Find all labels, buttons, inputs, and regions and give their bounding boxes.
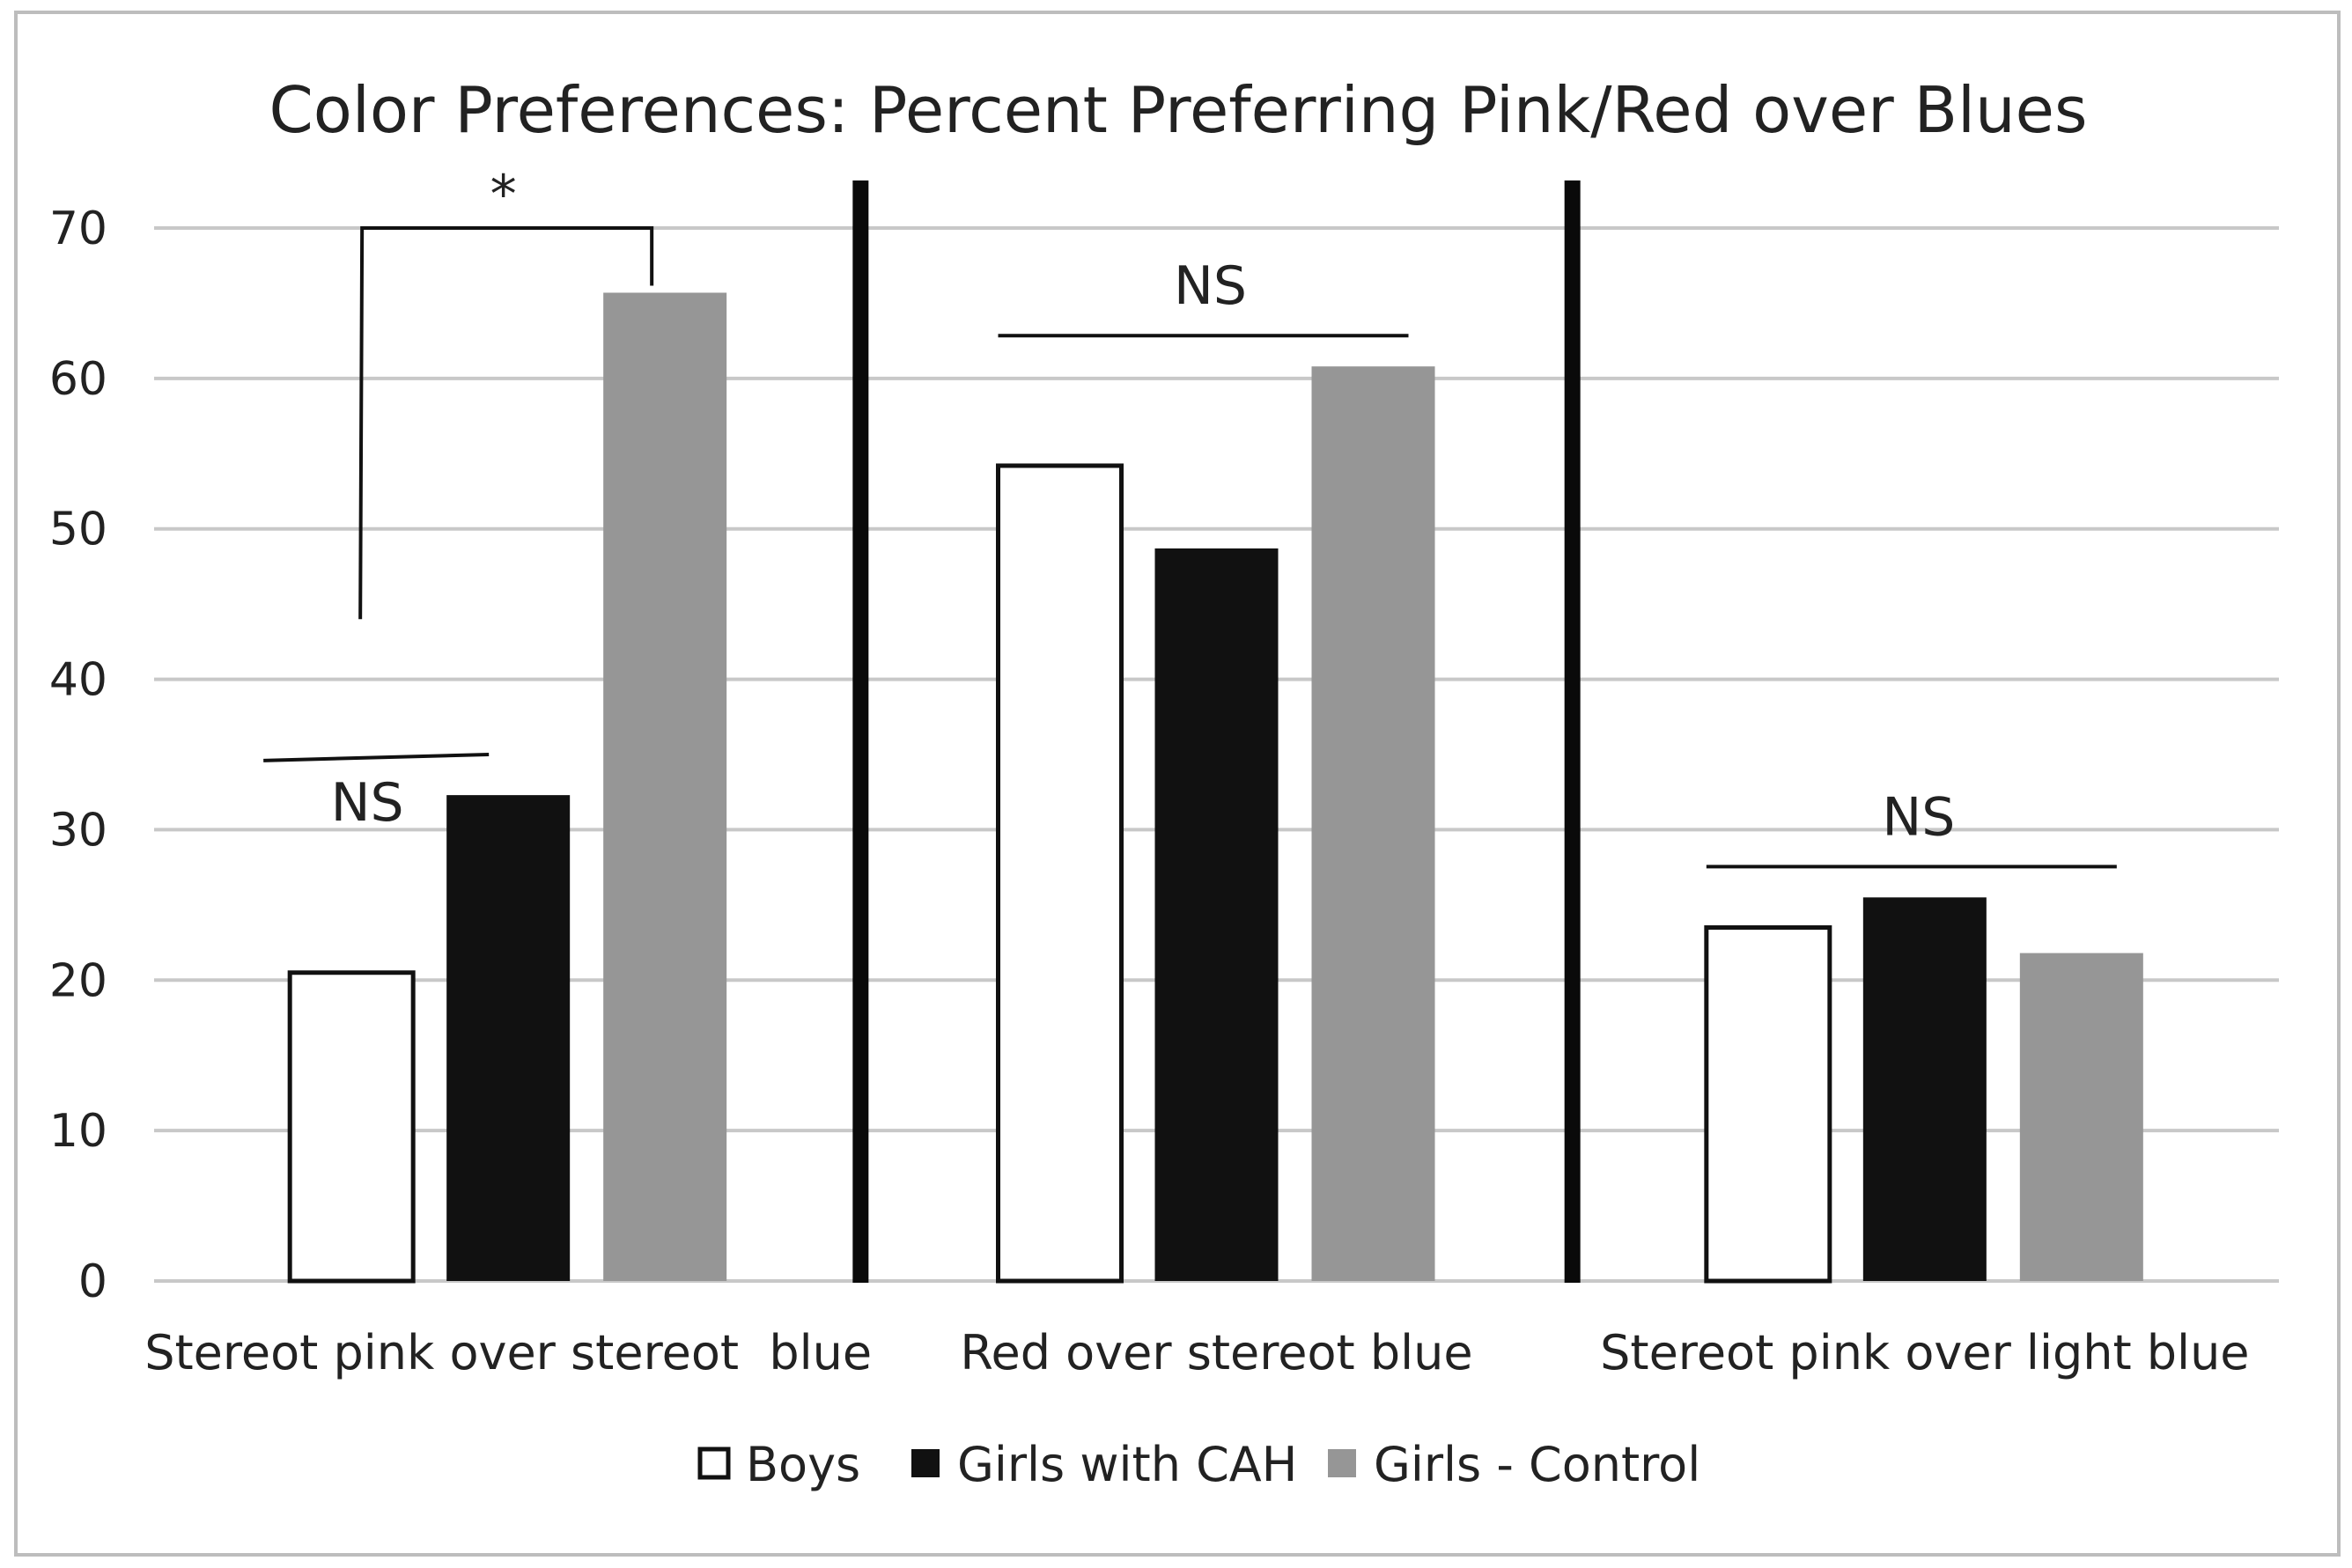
x-category-label: Stereot pink over stereot blue <box>144 1325 872 1380</box>
y-tick-label: 10 <box>49 1105 107 1158</box>
x-category-label: Stereot pink over light blue <box>1600 1325 2249 1380</box>
significance-label: NS <box>1882 786 1955 848</box>
bar-girls-with-cah <box>1154 548 1279 1281</box>
legend-item: Girls with CAH <box>911 1437 1297 1492</box>
x-axis-category-labels: Stereot pink over stereot blue Red over s… <box>144 1325 2249 1380</box>
legend-label: Girls - Control <box>1374 1437 1700 1492</box>
bar-girls-with-cah <box>446 795 571 1281</box>
bar-girls-control <box>2019 953 2143 1281</box>
y-tick-label: 40 <box>49 654 107 707</box>
legend: Boys Girls with CAH Girls - Control <box>697 1437 1700 1492</box>
legend-label: Boys <box>746 1437 860 1492</box>
y-tick-label: 30 <box>49 804 107 857</box>
legend-swatch <box>911 1449 940 1477</box>
y-tick-label: 70 <box>49 202 107 255</box>
group-dividers <box>852 180 1581 1283</box>
y-axis-tick-labels: 0 10 20 30 40 50 60 70 <box>49 202 107 1308</box>
significance-label: NS <box>331 772 404 834</box>
legend-swatch <box>1328 1449 1356 1477</box>
legend-item: Girls - Control <box>1328 1437 1700 1492</box>
bar-girls-control <box>1311 366 1435 1281</box>
significance-label: NS <box>1174 255 1247 317</box>
legend-swatch <box>697 1447 731 1480</box>
x-category-label: Red over stereot blue <box>960 1325 1472 1380</box>
significance-bracket <box>358 226 654 620</box>
y-tick-label: 50 <box>49 504 107 556</box>
bar-boys <box>996 463 1124 1284</box>
significance-label: * <box>490 164 517 225</box>
bars <box>287 292 2143 1284</box>
significance-annotations: * NS NS NS <box>263 164 2117 869</box>
y-tick-label: 20 <box>49 954 107 1007</box>
y-tick-label: 0 <box>78 1255 107 1308</box>
bar-boys <box>287 970 416 1284</box>
legend-label: Girls with CAH <box>957 1437 1297 1492</box>
bar-boys <box>1704 924 1832 1284</box>
bar-girls-with-cah <box>1862 897 1987 1281</box>
y-tick-label: 60 <box>49 353 107 406</box>
legend-item: Boys <box>697 1437 860 1492</box>
significance-bracket <box>263 753 490 762</box>
bar-girls-control <box>603 292 727 1282</box>
chart-title: Color Preferences: Percent Preferring Pi… <box>269 73 2088 147</box>
